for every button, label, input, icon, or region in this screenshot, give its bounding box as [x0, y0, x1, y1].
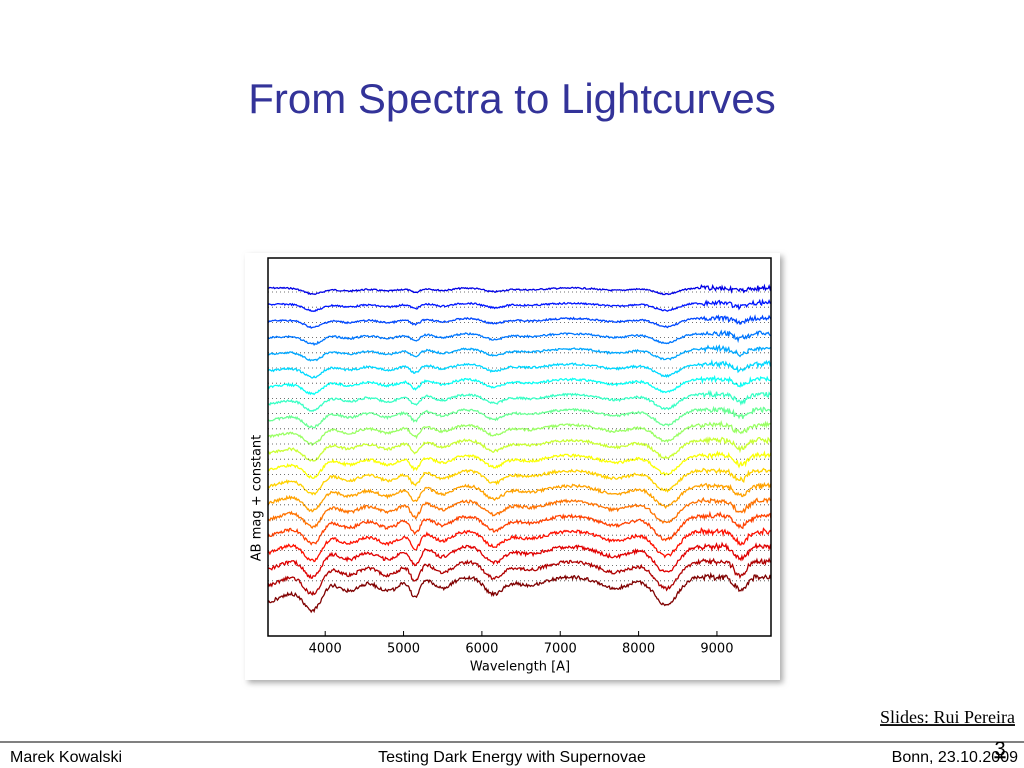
spectrum: [268, 405, 771, 429]
spectrum: [268, 298, 771, 313]
x-tick-label: 8000: [622, 642, 655, 657]
spectrum: [268, 344, 771, 362]
spectrum: [268, 450, 771, 479]
spectrum: [268, 527, 771, 563]
x-tick-label: 7000: [544, 642, 577, 657]
spectrum: [268, 359, 771, 379]
spectrum: [268, 389, 771, 412]
spectra: [268, 283, 771, 614]
spectrum: [268, 314, 771, 329]
y-axis-label: AB mag + constant: [250, 435, 265, 562]
credit: Slides: Rui Pereira: [880, 707, 1015, 727]
x-tick-label: 4000: [309, 642, 342, 657]
x-tick-label: 6000: [465, 642, 498, 657]
spectrum: [268, 420, 771, 447]
x-tick-label: 5000: [387, 642, 420, 657]
spectrum: [268, 283, 771, 296]
spectrum: [268, 510, 771, 546]
spectrum: [268, 329, 771, 346]
spectrum: [268, 374, 771, 396]
page-number: 3: [994, 738, 1005, 760]
spectrum: [268, 557, 771, 597]
footer-author: Marek Kowalski: [10, 749, 122, 766]
spectrum: [268, 481, 771, 513]
x-tick-label: 9000: [700, 642, 733, 657]
x-axis-label: Wavelength [A]: [470, 660, 570, 675]
spectrum: [268, 467, 771, 496]
spectrum: [268, 571, 771, 614]
plot-area: [267, 257, 772, 637]
footer-talk: Testing Dark Energy with Supernovae: [378, 749, 646, 766]
spectrum: [268, 496, 771, 530]
slide-title: From Spectra to Lightcurves: [248, 75, 776, 122]
spectrum: [268, 541, 771, 579]
spectrum: [268, 436, 771, 462]
figure-frame: [245, 253, 780, 680]
footer-place-date: Bonn, 23.10.2009: [892, 749, 1018, 766]
